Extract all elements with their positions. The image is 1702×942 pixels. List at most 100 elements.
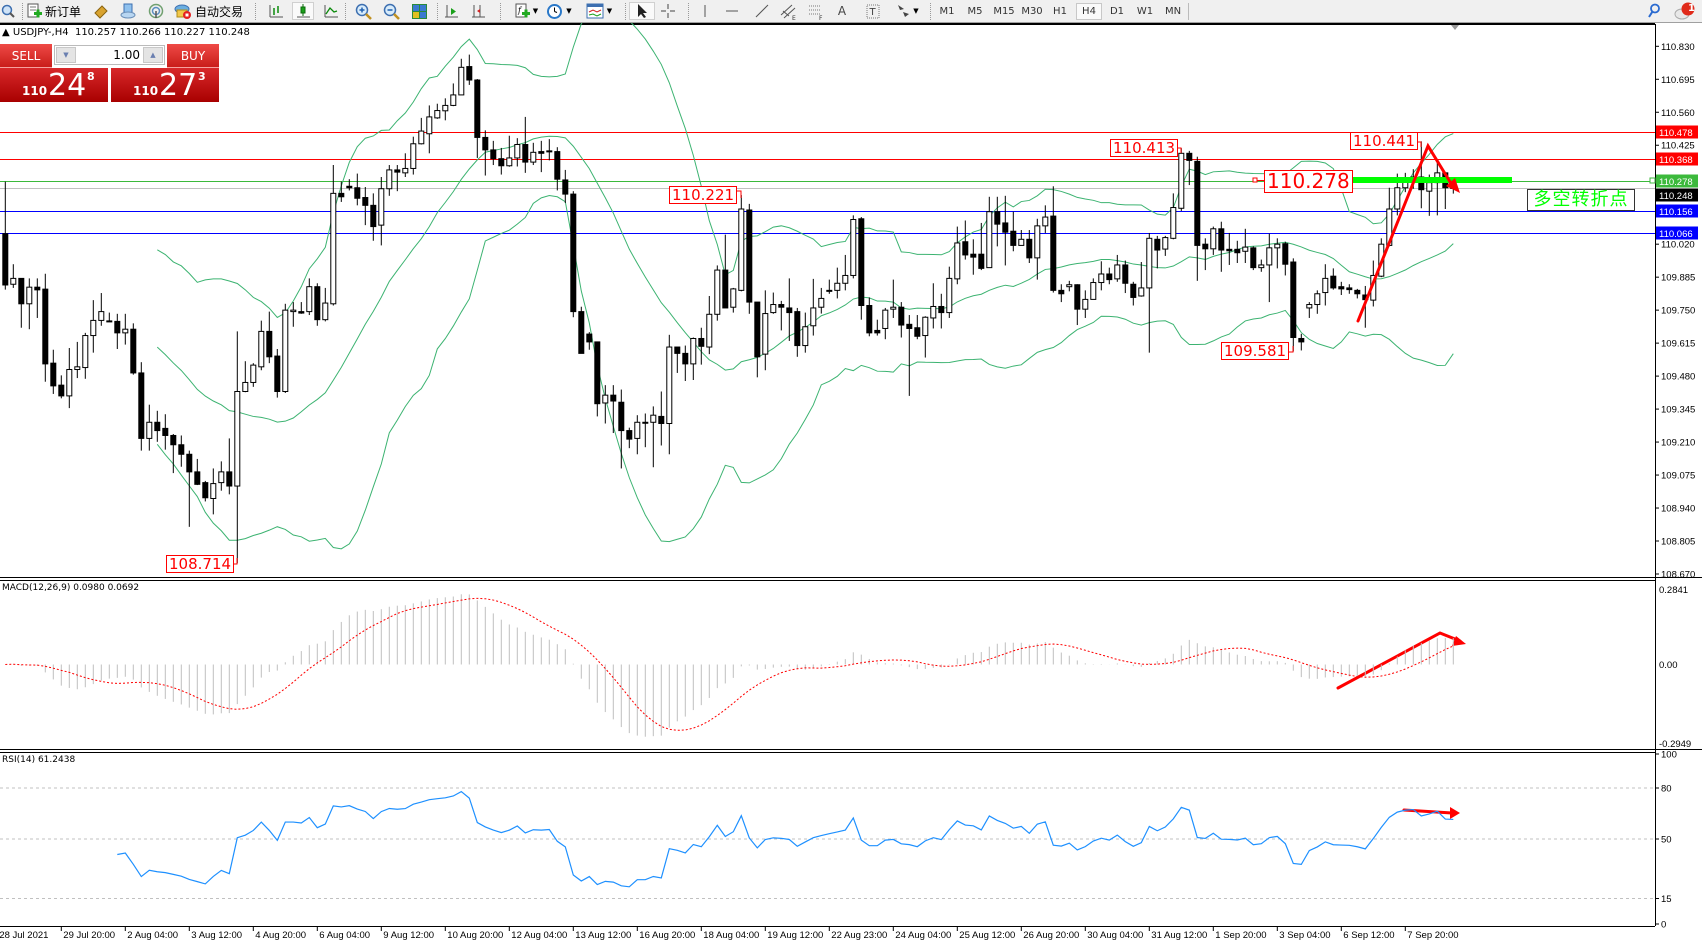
candle (954, 226, 961, 285)
zoom-magnifier-icon[interactable] (0, 2, 16, 20)
market-watch-button[interactable] (92, 2, 110, 20)
candle (762, 290, 769, 371)
sell-price-button[interactable]: 110 24 8 (0, 68, 108, 102)
buy-button[interactable]: BUY (167, 44, 219, 68)
new-order-button[interactable]: 新订单 (26, 2, 84, 20)
candle (514, 138, 521, 167)
timeframe-h4[interactable]: H4 (1076, 3, 1102, 20)
candlestick-chart-button[interactable] (292, 2, 314, 20)
arrows-tool-button[interactable]: ▼ (892, 2, 922, 20)
candle (1338, 281, 1345, 295)
line-chart-button[interactable] (321, 2, 341, 20)
equidistant-channel-tool-button[interactable]: E (778, 2, 800, 20)
horizontal-line-tool-button[interactable] (722, 2, 742, 20)
candle-body-up (1114, 264, 1121, 280)
trend-arrow-rsi[interactable] (1402, 807, 1460, 819)
price-label-high[interactable]: 110.413 (1110, 139, 1179, 157)
search-button[interactable] (1645, 2, 1663, 20)
candle-body-up (514, 144, 521, 159)
auto-scroll-button[interactable] (441, 2, 461, 20)
candle-body-down (354, 187, 361, 199)
navigator-button[interactable] (119, 2, 137, 20)
price-label-low[interactable]: 108.714 (166, 555, 235, 573)
price-label-high[interactable]: 110.441 (1350, 132, 1419, 150)
text-tool-button[interactable]: A (834, 2, 850, 20)
lot-decrease-button[interactable]: ▼ (56, 47, 76, 63)
candle (1050, 186, 1057, 293)
lot-size-field[interactable]: ▼ 1.00 ▲ (54, 45, 165, 65)
lot-increase-button[interactable]: ▲ (143, 47, 163, 63)
trend-arrow-macd[interactable] (1336, 631, 1466, 690)
price-label-high[interactable]: 110.221 (669, 186, 738, 204)
trendline-tool-button[interactable] (752, 2, 772, 20)
periods-button[interactable]: ▼ (544, 2, 574, 20)
price-axis-label: 110.020 (1661, 240, 1695, 251)
candle (906, 315, 913, 396)
vertical-line-tool-button[interactable] (697, 2, 713, 20)
candle (338, 181, 345, 202)
collapse-triangle-icon[interactable]: ▲ (2, 27, 13, 38)
price-label-pivot[interactable]: 110.278 (1264, 170, 1353, 193)
crosshair-tool-button[interactable] (658, 2, 678, 20)
candle (594, 341, 601, 417)
candle-body-up (850, 219, 857, 276)
time-axis-label: 1 Sep 20:00 (1215, 930, 1266, 941)
candle (242, 361, 249, 393)
fibonacci-tool-button[interactable]: F (805, 2, 827, 20)
candle-body-up (706, 313, 713, 348)
zoom-out-button[interactable] (381, 2, 401, 20)
timeframe-m15[interactable]: M15 (993, 6, 1015, 17)
text-label-tool-button[interactable]: T (864, 2, 882, 20)
candle (538, 140, 545, 173)
pivot-annotation-text[interactable]: 多空转折点 (1527, 189, 1635, 211)
level-anchor-marker[interactable] (1649, 177, 1656, 184)
timeframe-h1[interactable]: H1 (1053, 6, 1067, 17)
time-axis-label: 19 Aug 12:00 (767, 930, 823, 941)
cursor-tool-button[interactable] (629, 2, 655, 20)
price-label-low[interactable]: 109.581 (1221, 342, 1290, 360)
notifications-button[interactable]: 1 (1672, 2, 1698, 20)
auto-trading-button[interactable]: 自动交易 (174, 2, 248, 20)
tile-windows-button[interactable] (409, 2, 429, 20)
timeframe-d1[interactable]: D1 (1109, 6, 1125, 17)
timeframe-w1[interactable]: W1 (1136, 6, 1154, 17)
lot-size-value[interactable]: 1.00 (113, 48, 140, 62)
timeframe-m30[interactable]: M30 (1021, 6, 1043, 17)
pivot-anchor-marker[interactable] (1252, 177, 1258, 183)
candle (546, 139, 553, 161)
indicators-button[interactable]: f ▼ (512, 2, 540, 20)
candle (626, 427, 633, 449)
candle (650, 406, 657, 468)
candle (1418, 141, 1425, 209)
candle (274, 348, 281, 398)
price-axis-label: 109.210 (1661, 438, 1695, 449)
templates-button[interactable]: ▼ (583, 2, 615, 20)
pivot-zone-bar[interactable] (1352, 177, 1512, 183)
candle-body-down (490, 149, 497, 160)
timeframe-m1[interactable]: M1 (939, 6, 955, 17)
chart-shift-marker-icon[interactable] (1451, 25, 1459, 30)
text-label-icon: T (866, 4, 880, 18)
candle-body-down (794, 311, 801, 347)
candle-body-down (866, 305, 873, 334)
zoom-in-button[interactable] (353, 2, 373, 20)
candle (370, 193, 377, 241)
candle-body-down (610, 394, 617, 402)
buy-price-button[interactable]: 110 27 3 (111, 68, 219, 102)
chart-shift-button[interactable] (468, 2, 488, 20)
candle-body-up (242, 381, 249, 392)
signals-button[interactable] (147, 2, 165, 20)
trend-arrow-main[interactable] (1356, 142, 1460, 323)
timeframe-mn[interactable]: MN (1164, 6, 1182, 17)
timeframe-m5[interactable]: M5 (967, 6, 983, 17)
candle (730, 287, 737, 313)
candle-body-down (778, 304, 785, 308)
sell-button[interactable]: SELL (0, 44, 52, 68)
candle (386, 165, 393, 196)
candle (1210, 226, 1217, 255)
candle-body-up (930, 305, 937, 319)
bar-chart-button[interactable] (266, 2, 286, 20)
candle-body-up (378, 188, 385, 226)
candle-body-down (106, 320, 113, 323)
